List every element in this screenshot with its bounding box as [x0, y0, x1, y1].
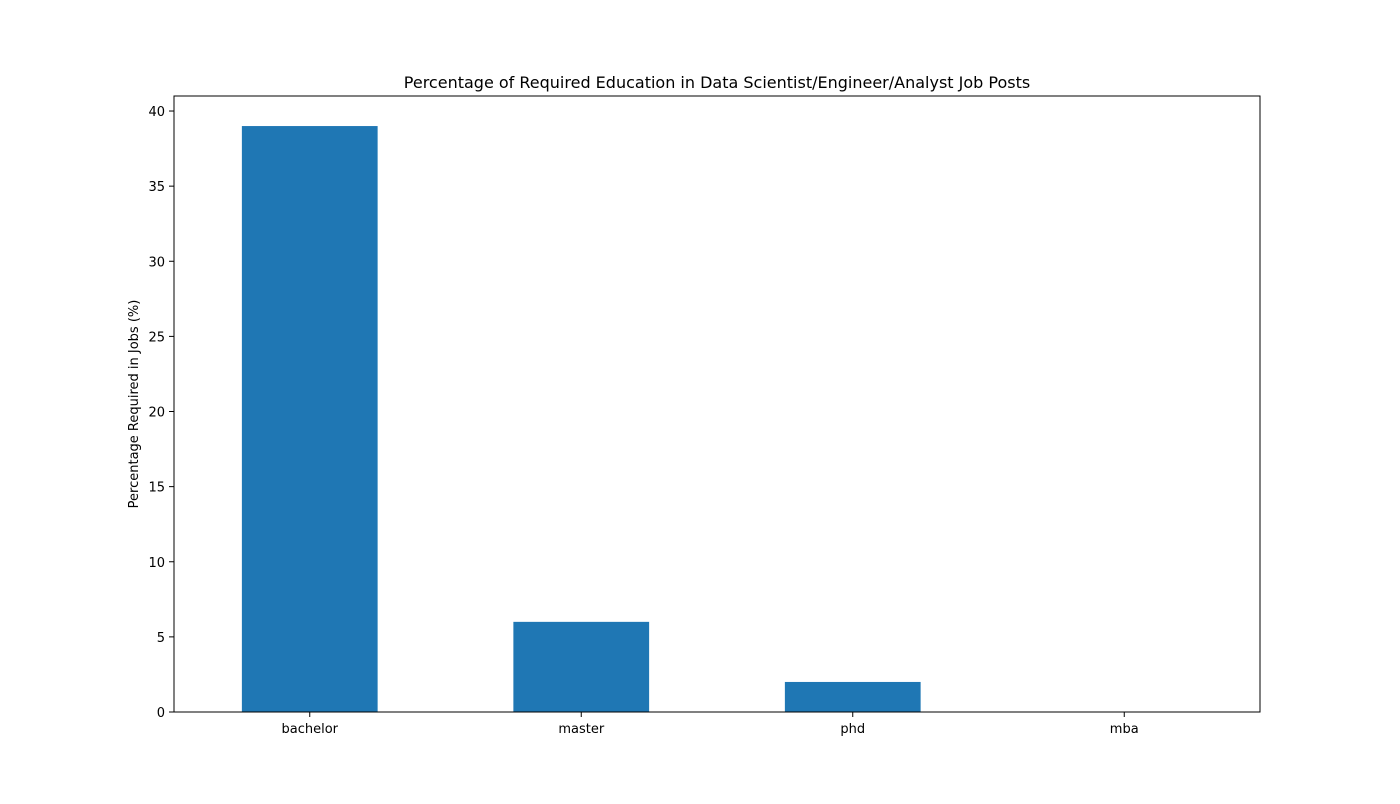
y-tick-label: 30 [148, 255, 165, 270]
y-tick-label: 0 [157, 706, 165, 721]
x-tick-label: mba [1110, 722, 1139, 737]
plot-area-frame [173, 95, 1261, 713]
y-axis-label: Percentage Required in Jobs (%) [127, 300, 142, 509]
x-tick-label: master [558, 722, 604, 737]
y-tick-label: 25 [148, 330, 165, 345]
x-axis-ticks: bachelor master phd mba [281, 712, 1139, 737]
y-tick-label: 40 [148, 105, 165, 120]
chart-title: Percentage of Required Education in Data… [404, 73, 1030, 92]
bar-master [513, 621, 650, 712]
x-tick-label: bachelor [281, 722, 338, 737]
y-tick-label: 10 [148, 556, 165, 571]
y-tick-label: 15 [148, 481, 165, 496]
bars-layer [241, 126, 921, 713]
bar-phd [784, 681, 921, 712]
y-tick-label: 35 [148, 180, 165, 195]
bar-bachelor [241, 126, 378, 713]
y-axis-ticks: 0 5 10 15 20 25 30 35 40 [148, 105, 174, 721]
y-tick-label: 20 [148, 406, 165, 421]
x-tick-label: phd [840, 722, 865, 737]
y-tick-label: 5 [157, 631, 165, 646]
